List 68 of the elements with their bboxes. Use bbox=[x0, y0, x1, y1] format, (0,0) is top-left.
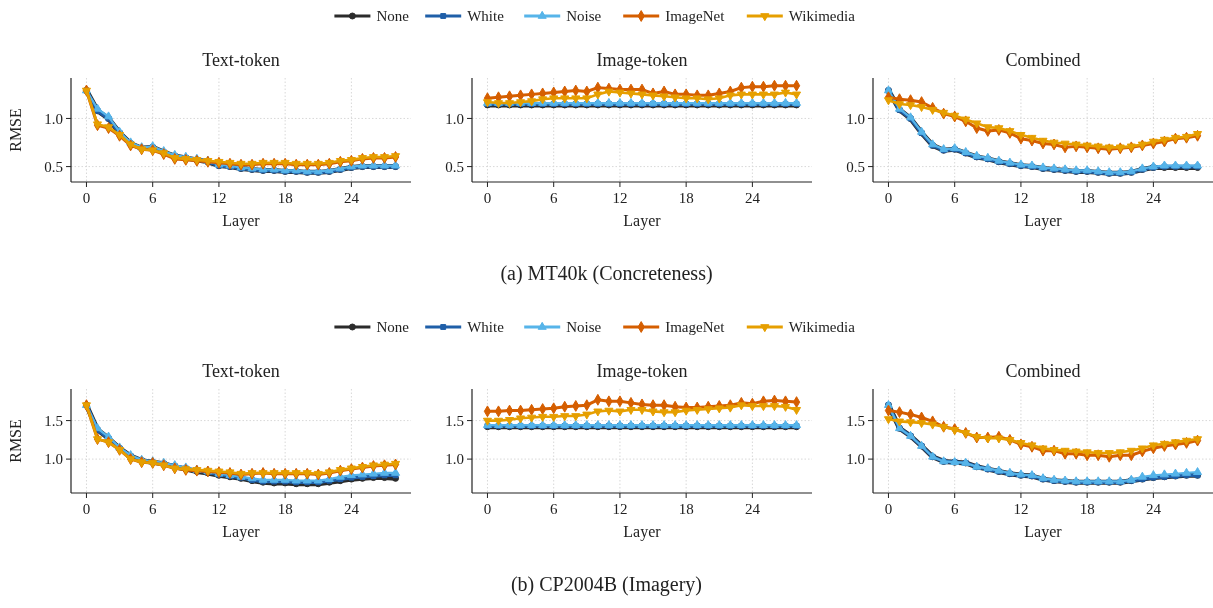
text: (a) MT40k (Concreteness) bbox=[500, 262, 713, 285]
chart-title: Text-token bbox=[202, 50, 280, 70]
y-tick-label: 1.0 bbox=[846, 451, 865, 468]
x-tick-label: 18 bbox=[277, 190, 293, 206]
legend-label: White bbox=[467, 319, 505, 336]
x-tick-label: 6 bbox=[950, 190, 959, 206]
chart-title: Text-token bbox=[202, 361, 280, 381]
legend-label: Wikimedia bbox=[788, 319, 856, 336]
legend-label: ImageNet bbox=[665, 8, 726, 25]
x-tick-label: 12 bbox=[211, 190, 227, 206]
y-tick-label: 0.5 bbox=[445, 158, 464, 175]
x-tick-label: 12 bbox=[1013, 190, 1029, 206]
y-tick-label: 1.0 bbox=[445, 110, 464, 127]
x-tick-label: 24 bbox=[343, 501, 360, 517]
y-axis-title: RMSE bbox=[7, 108, 24, 152]
legend-label: None bbox=[376, 8, 410, 25]
x-tick-label: 24 bbox=[1145, 501, 1162, 517]
x-tick-label: 24 bbox=[343, 190, 360, 206]
x-tick-label: 6 bbox=[549, 501, 558, 517]
legend-label: Noise bbox=[566, 8, 602, 25]
x-tick-label: 24 bbox=[1145, 190, 1162, 206]
x-axis-title: Layer bbox=[1024, 212, 1063, 230]
x-axis-title: Layer bbox=[623, 212, 662, 230]
legend-label: White bbox=[467, 8, 505, 25]
x-tick-label: 0 bbox=[884, 190, 893, 206]
x-tick-label: 0 bbox=[884, 501, 893, 517]
x-tick-label: 6 bbox=[148, 501, 157, 517]
chart-title: Combined bbox=[1005, 50, 1081, 70]
chart-title: Image-token bbox=[596, 50, 688, 70]
y-tick-label: 1.5 bbox=[44, 412, 63, 429]
x-tick-label: 18 bbox=[1079, 501, 1095, 517]
legend-label: None bbox=[376, 319, 410, 336]
x-tick-label: 18 bbox=[678, 190, 694, 206]
y-tick-label: 1.0 bbox=[44, 451, 63, 468]
y-tick-label: 1.5 bbox=[846, 412, 865, 429]
x-tick-label: 12 bbox=[612, 190, 628, 206]
y-axis-title: RMSE bbox=[7, 419, 24, 463]
x-tick-label: 0 bbox=[82, 190, 91, 206]
x-tick-label: 12 bbox=[1013, 501, 1029, 517]
x-tick-label: 18 bbox=[1079, 190, 1095, 206]
x-tick-label: 12 bbox=[612, 501, 628, 517]
y-tick-label: 0.5 bbox=[44, 158, 63, 175]
y-tick-label: 0.5 bbox=[846, 158, 865, 175]
x-tick-label: 0 bbox=[483, 501, 492, 517]
x-tick-label: 18 bbox=[277, 501, 293, 517]
text: (b) CP2004B (Imagery) bbox=[510, 573, 703, 596]
x-tick-label: 6 bbox=[549, 190, 558, 206]
x-tick-label: 18 bbox=[678, 501, 694, 517]
legend-label: Wikimedia bbox=[788, 8, 856, 25]
y-tick-label: 1.5 bbox=[445, 412, 464, 429]
x-axis-title: Layer bbox=[623, 523, 662, 541]
x-tick-label: 6 bbox=[148, 190, 157, 206]
y-tick-label: 1.0 bbox=[445, 451, 464, 468]
x-tick-label: 6 bbox=[950, 501, 959, 517]
x-tick-label: 0 bbox=[483, 190, 492, 206]
x-axis-title: Layer bbox=[222, 212, 261, 230]
y-tick-label: 1.0 bbox=[846, 110, 865, 127]
chart-title: Image-token bbox=[596, 361, 688, 381]
legend-label: ImageNet bbox=[665, 319, 726, 336]
x-tick-label: 12 bbox=[211, 501, 227, 517]
x-axis-title: Layer bbox=[1024, 523, 1063, 541]
legend-label: Noise bbox=[566, 319, 602, 336]
x-tick-label: 24 bbox=[744, 501, 761, 517]
x-tick-label: 24 bbox=[744, 190, 761, 206]
x-tick-label: 0 bbox=[82, 501, 91, 517]
chart-title: Combined bbox=[1005, 361, 1081, 381]
y-tick-label: 1.0 bbox=[44, 110, 63, 127]
x-axis-title: Layer bbox=[222, 523, 261, 541]
